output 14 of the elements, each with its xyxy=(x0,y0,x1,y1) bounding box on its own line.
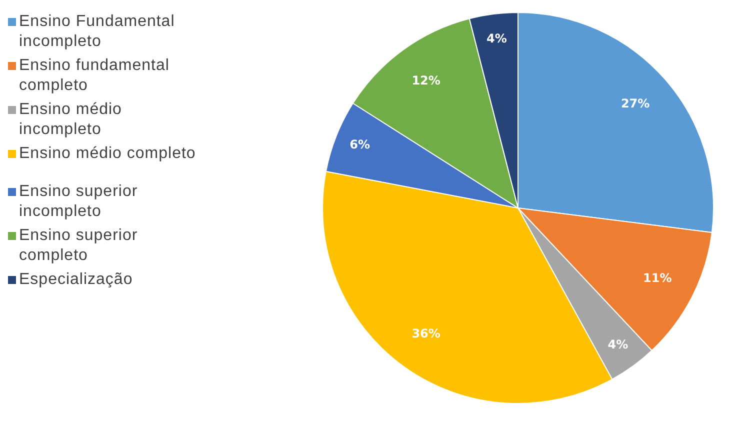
legend-label: Ensino Fundamental incompleto xyxy=(19,12,176,52)
data-label: 36% xyxy=(412,326,440,341)
data-label: 4% xyxy=(486,31,507,46)
data-label: 12% xyxy=(412,74,440,88)
data-label: 6% xyxy=(350,138,370,152)
legend-label: Ensino superior completo xyxy=(19,226,139,266)
legend-label: Ensino fundamental completo xyxy=(19,56,170,96)
legend-label: Especialização xyxy=(19,270,134,290)
data-label: 11% xyxy=(642,271,672,286)
legend-label: Ensino médio completo xyxy=(19,144,197,164)
data-label: 4% xyxy=(608,338,628,352)
legend-label: Ensino superior incompleto xyxy=(19,182,139,222)
data-label: 27% xyxy=(620,96,650,111)
legend-label: Ensino médio incompleto xyxy=(19,100,123,140)
